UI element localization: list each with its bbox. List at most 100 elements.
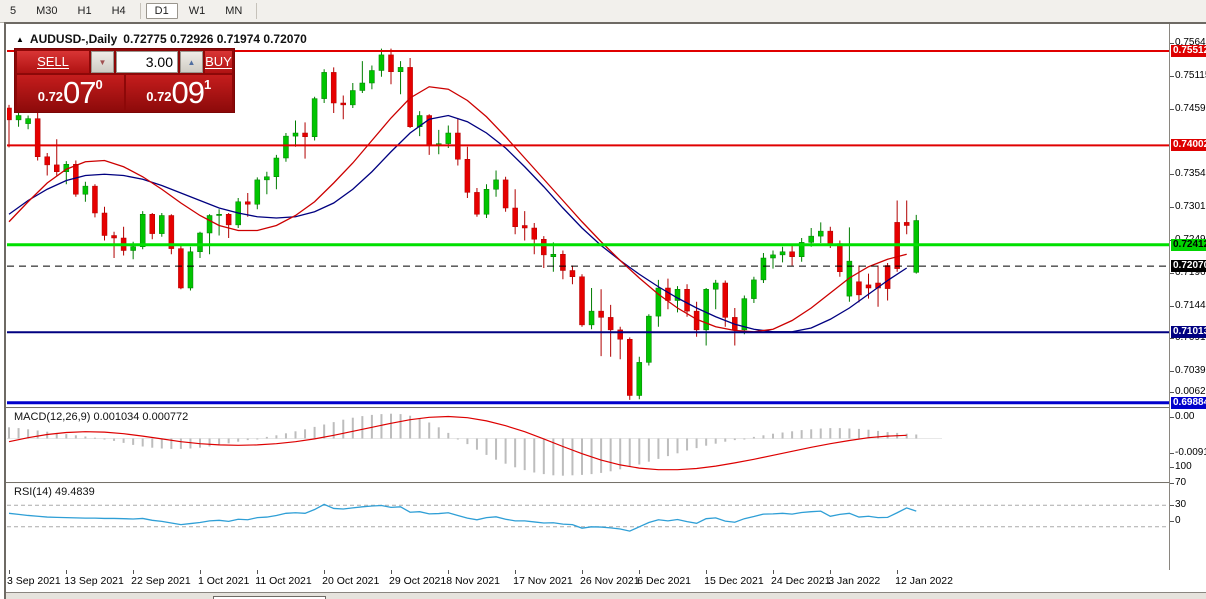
date-tick-label: 26 Nov 2021 — [580, 575, 640, 587]
buy-button[interactable]: BUY — [205, 51, 232, 73]
price-level-badge: 0.72412 — [1171, 238, 1206, 251]
axis-tick-mark — [1170, 483, 1174, 485]
macd-scale-label: 0.006201 — [1175, 385, 1206, 397]
date-tick-label: 13 Sep 2021 — [64, 575, 124, 587]
timeframe-button-m30[interactable]: M30 — [36, 5, 58, 17]
buy-price-prefix: 0.72 — [146, 89, 172, 104]
date-tick-mark — [66, 570, 68, 574]
rsi-indicator-label: RSI(14) 49.4839 — [14, 486, 95, 498]
price-tick-label: 0.71965 — [1175, 266, 1206, 278]
axis-tick-mark — [1170, 504, 1174, 506]
axis-tick-mark — [1170, 338, 1174, 340]
timeframe-button-mn[interactable]: MN — [225, 5, 243, 17]
date-tick-label: 1 Oct 2021 — [198, 575, 250, 587]
macd-chart-canvas[interactable] — [7, 409, 1169, 482]
rsi-chart-canvas[interactable] — [7, 484, 1169, 550]
date-tick-label: 3 Jan 2022 — [828, 575, 881, 587]
rsi-scale-label: 70 — [1175, 477, 1187, 489]
rsi-scale-label: 0 — [1175, 515, 1181, 526]
rsi-scale-label: 100 — [1175, 461, 1192, 472]
date-tick-label: 24 Dec 2021 — [771, 575, 831, 587]
axis-tick-mark — [1170, 75, 1174, 77]
chart-tab-bar: USDX,Weekly|EURUSD-,Daily|AUDUSD-,Daily|… — [6, 592, 1206, 599]
triangle-up-icon: ▲ — [187, 57, 196, 67]
timeframe-toolbar: 5 M30 H1 H4 D1 W1 MN — [0, 0, 1206, 23]
collapse-panel-arrow-icon[interactable]: ▲ — [16, 34, 24, 44]
timeframe-button-d1[interactable]: D1 — [145, 3, 178, 19]
date-tick-label: 11 Oct 2021 — [255, 575, 312, 587]
volume-increase-button[interactable]: ▲ — [180, 51, 203, 73]
sell-price-pipette: 0 — [95, 77, 103, 92]
date-tick-mark — [448, 570, 450, 574]
volume-decrease-button[interactable]: ▼ — [91, 51, 114, 73]
price-level-badge: 0.72070 — [1171, 260, 1206, 273]
date-tick-mark — [582, 570, 583, 574]
date-tick-mark — [706, 570, 708, 574]
date-tick-mark — [391, 570, 392, 574]
axis-tick-mark — [1170, 108, 1174, 110]
price-tick-label: 0.73015 — [1175, 201, 1206, 213]
time-axis[interactable]: 3 Sep 2021 13 Sep 2021 22 Sep 2021 1 Oct 20… — [7, 570, 1169, 591]
macd-scale-label: -0.00919 — [1175, 447, 1206, 459]
price-chart-canvas[interactable] — [7, 30, 1169, 407]
date-tick-label: 20 Oct 2021 — [322, 575, 380, 587]
sell-price-box[interactable]: 0.72 07 0 — [17, 75, 124, 110]
volume-input[interactable]: 3.00 — [116, 51, 178, 73]
sell-button[interactable]: SELL — [17, 51, 89, 73]
date-tick-mark — [9, 570, 10, 574]
axis-tick-mark — [1170, 521, 1174, 522]
macd-indicator-label: MACD(12,26,9) 0.001034 0.000772 — [14, 411, 189, 423]
chart-window: ▲ AUDUSD-,Daily 0.72775 0.72926 0.71974 … — [4, 22, 1206, 599]
axis-tick-mark — [1170, 207, 1174, 209]
date-tick-mark — [897, 570, 899, 574]
timeframe-button-h1[interactable]: H1 — [77, 5, 92, 17]
triangle-down-icon: ▼ — [98, 57, 107, 67]
axis-tick-mark — [1170, 453, 1174, 455]
date-tick-label: 3 Sep 2021 — [7, 575, 61, 587]
price-level-badge: 0.69884 — [1171, 396, 1206, 409]
date-tick-mark — [257, 570, 259, 574]
timeframe-button-w1[interactable]: W1 — [188, 5, 206, 17]
toolbar-separator — [139, 3, 141, 19]
date-tick-mark — [515, 570, 517, 574]
price-level-badge: 0.74002 — [1171, 139, 1206, 152]
date-tick-mark — [830, 570, 832, 574]
axis-tick-mark — [1170, 305, 1174, 307]
macd-panel-separator[interactable] — [6, 407, 1206, 409]
axis-tick-mark — [1170, 416, 1174, 418]
timeframe-button-h4[interactable]: H4 — [111, 5, 126, 17]
price-level-badge: 0.75512 — [1171, 45, 1206, 57]
date-tick-label: 6 Dec 2021 — [637, 575, 692, 587]
chart-symbol-label: AUDUSD-,Daily — [29, 32, 118, 46]
date-tick-mark — [773, 570, 774, 574]
price-tick-label: 0.75115 — [1175, 69, 1206, 81]
price-level-badge: 0.71013 — [1171, 326, 1206, 339]
date-tick-mark — [324, 570, 326, 574]
date-tick-label: 15 Dec 2021 — [704, 575, 764, 587]
date-tick-label: 29 Oct 2021 — [389, 575, 447, 587]
chart-tab-audusd-daily[interactable]: AUDUSD-,Daily — [212, 596, 327, 599]
buy-price-big-digits: 09 — [171, 75, 205, 110]
date-tick-label: 22 Sep 2021 — [131, 575, 191, 587]
sell-price-prefix: 0.72 — [37, 89, 64, 104]
chart-title: ▲ AUDUSD-,Daily 0.72775 0.72926 0.71974 … — [16, 32, 307, 46]
date-tick-label: 17 Nov 2021 — [513, 575, 573, 587]
axis-tick-mark — [1170, 391, 1174, 393]
axis-tick-mark — [1170, 371, 1174, 373]
buy-price-box[interactable]: 0.72 09 1 — [125, 75, 232, 110]
chart-ohlc-values: 0.72775 0.72926 0.71974 0.72070 — [123, 32, 307, 46]
axis-tick-mark — [1170, 174, 1174, 176]
timeframe-button-5[interactable]: 5 — [10, 5, 17, 17]
rsi-scale-label: 30 — [1175, 498, 1187, 510]
axis-tick-mark — [1170, 272, 1174, 274]
sell-price-big-digits: 07 — [63, 75, 96, 110]
macd-scale-label: 0.00 — [1175, 410, 1195, 422]
axis-tick-mark — [1170, 467, 1174, 468]
rsi-panel-separator[interactable] — [6, 482, 1206, 484]
